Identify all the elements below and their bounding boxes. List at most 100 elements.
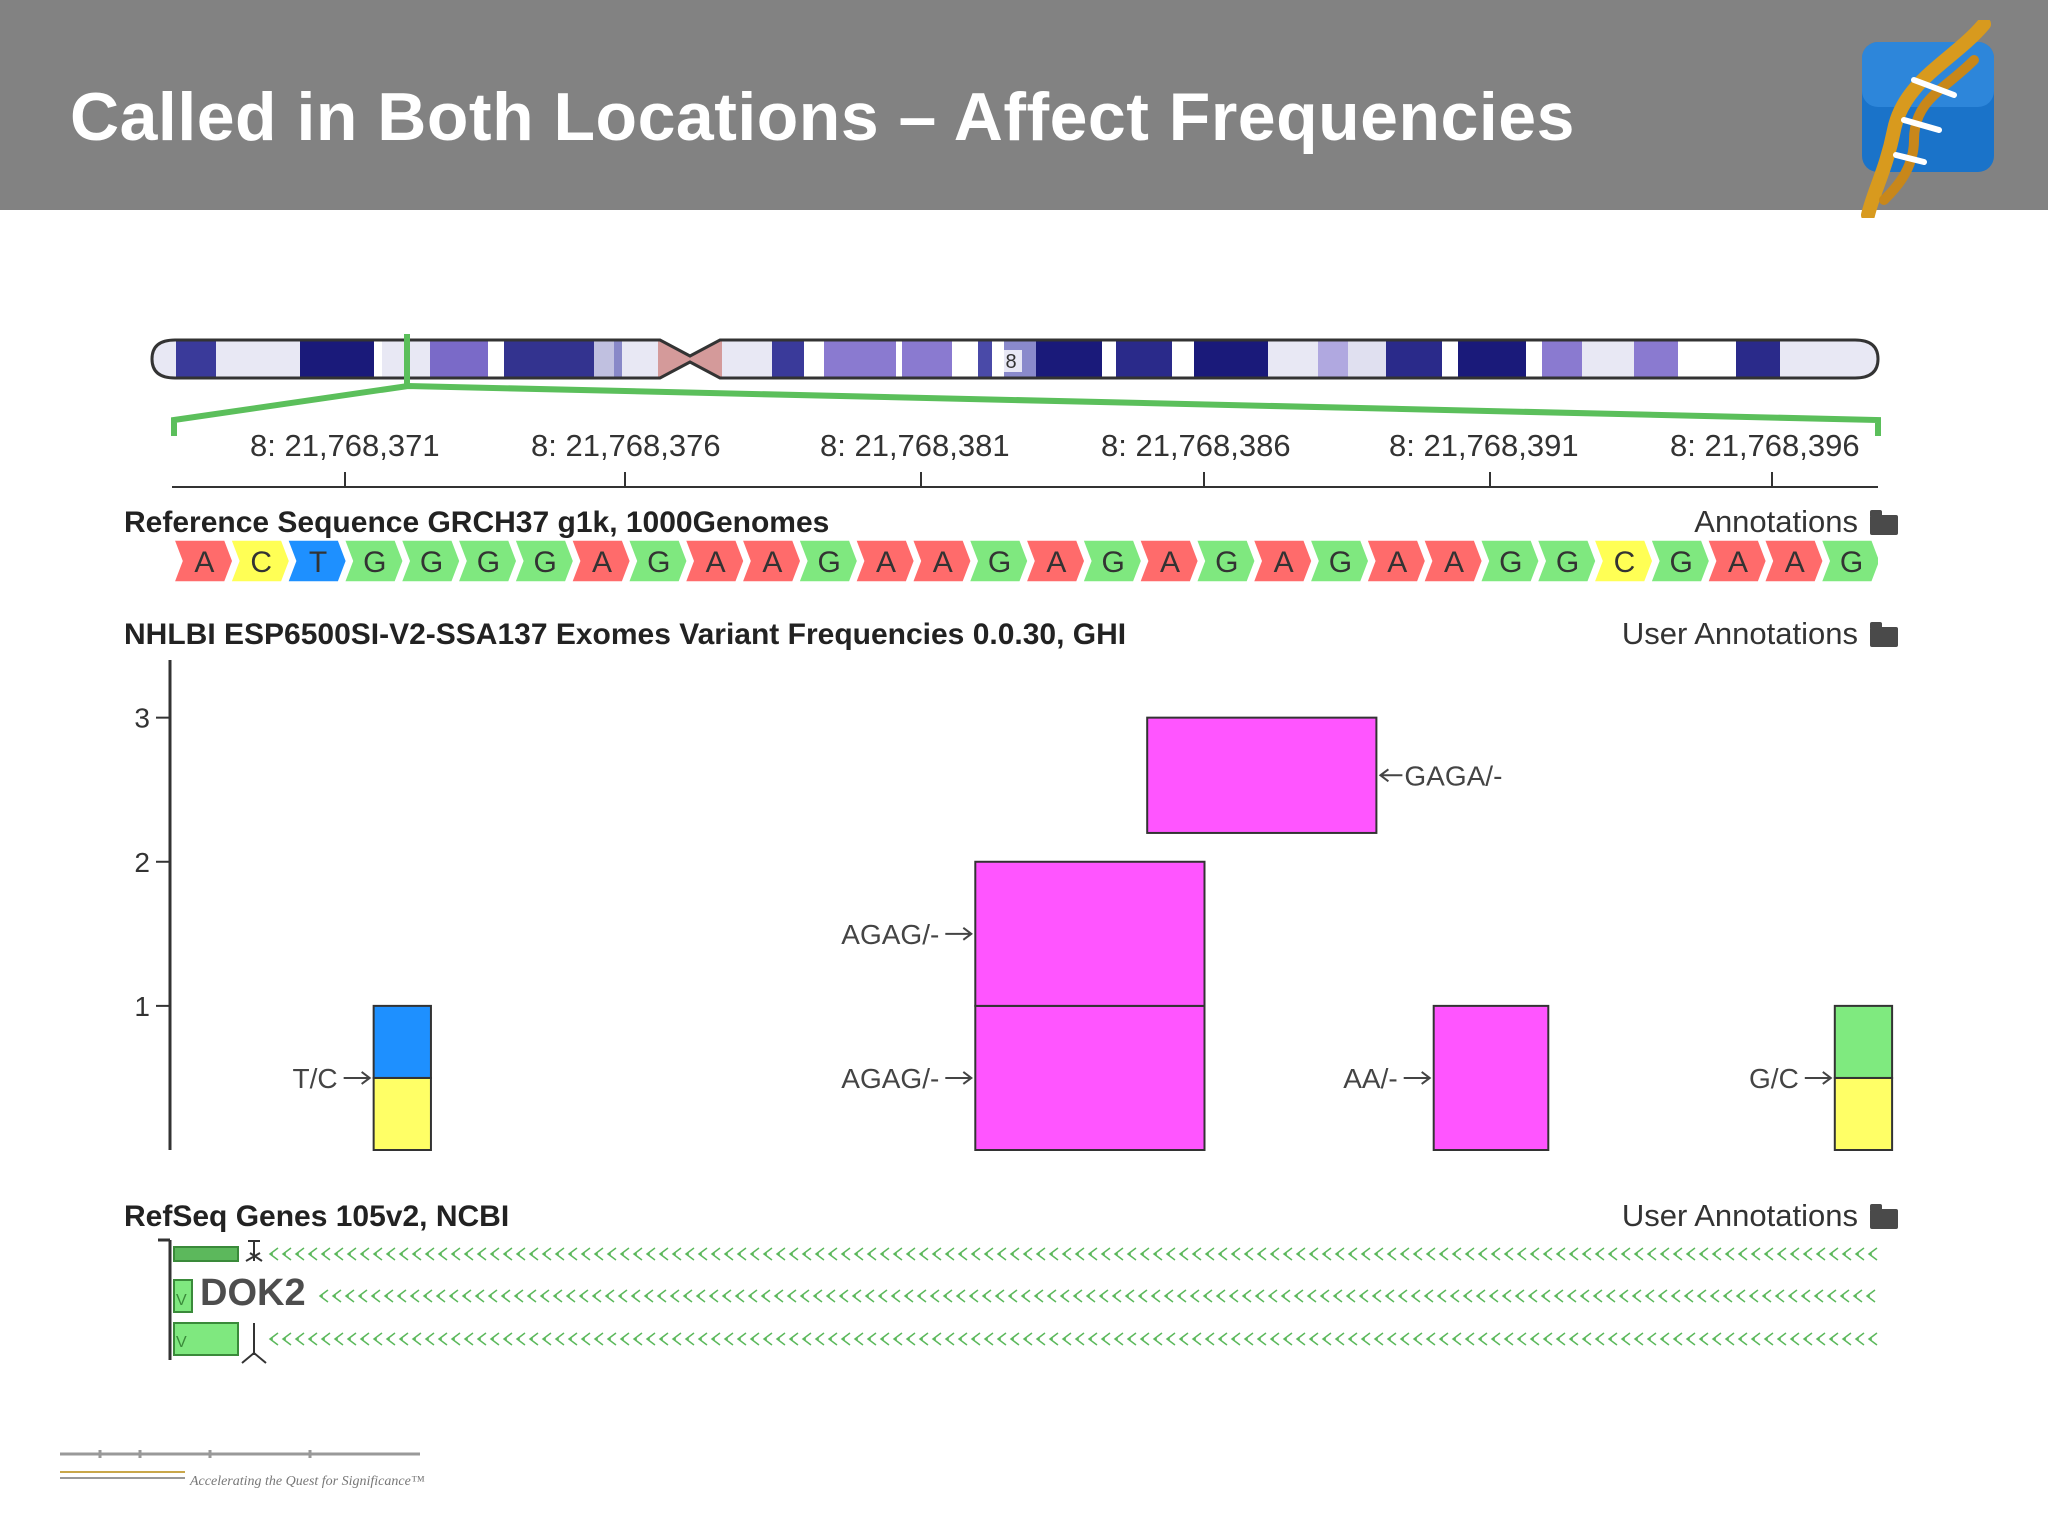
sequence-base[interactable]: A [911, 540, 973, 582]
sequence-base[interactable]: A [1365, 540, 1427, 582]
chromosome-label: 8 [1005, 351, 1016, 373]
sequence-base[interactable]: G [1195, 540, 1257, 582]
base-a-cell[interactable] [1422, 540, 1484, 582]
reference-annotations-button[interactable]: Annotations [1694, 504, 1898, 540]
sequence-base[interactable]: G [400, 540, 461, 582]
gene-exon[interactable] [173, 1246, 239, 1262]
base-g-cell[interactable] [1081, 540, 1143, 582]
strand-mark: V [176, 1334, 187, 1351]
variant-box[interactable] [1432, 1004, 1550, 1151]
sequence-base[interactable]: A [1138, 540, 1200, 582]
base-g-cell[interactable] [968, 540, 1029, 582]
sequence-base[interactable]: G [513, 540, 575, 582]
sequence-base[interactable]: G [1649, 540, 1711, 582]
base-a-cell[interactable] [570, 540, 632, 582]
sequence-base[interactable]: A [684, 540, 745, 582]
sequence-base[interactable]: A [1025, 540, 1086, 582]
allele-segment[interactable] [1833, 1004, 1894, 1079]
base-c-cell[interactable] [1593, 540, 1654, 582]
base-letter: C [250, 546, 272, 579]
base-c-cell[interactable] [229, 540, 291, 582]
intron-lines [268, 1247, 1878, 1346]
sequence-base[interactable]: A [570, 540, 632, 582]
strand-chevrons [268, 1332, 1878, 1346]
base-g-cell[interactable] [457, 540, 518, 582]
base-g-cell[interactable] [513, 540, 575, 582]
allele-segment[interactable] [1833, 1076, 1894, 1151]
base-a-cell[interactable] [741, 540, 802, 582]
variant-box[interactable] [974, 1004, 1206, 1151]
sequence-base[interactable]: A [1763, 540, 1825, 582]
base-g-cell[interactable] [400, 540, 461, 582]
base-a-cell[interactable] [1365, 540, 1427, 582]
base-a-cell[interactable] [174, 540, 234, 582]
genes-annotations-button[interactable]: User Annotations [1622, 1198, 1898, 1234]
variant-annotations-button[interactable]: User Annotations [1622, 616, 1898, 652]
sequence-base[interactable]: A [1252, 540, 1313, 582]
base-g-cell[interactable] [1309, 540, 1370, 582]
sequence-base[interactable]: A [1706, 540, 1768, 582]
arrow-right-icon [1804, 1071, 1833, 1085]
sequence-base[interactable]: G [1479, 540, 1541, 582]
base-a-cell[interactable] [1763, 540, 1825, 582]
base-g-cell[interactable] [1479, 540, 1541, 582]
sequence-base[interactable]: C [1593, 540, 1654, 582]
sequence-base[interactable]: A [1422, 540, 1484, 582]
base-g-cell[interactable] [1195, 540, 1257, 582]
allele-segment[interactable] [372, 1076, 432, 1151]
ruler-position-label: 8: 21,768,376 [531, 428, 721, 463]
base-letter: A [933, 546, 953, 579]
gene-exon[interactable] [173, 1322, 239, 1356]
sequence-base[interactable]: A [174, 540, 234, 582]
variant-bar[interactable]: AGAG/- [841, 1004, 1206, 1151]
chromosome-ideogram[interactable]: 8 [150, 334, 1880, 384]
sequence-base[interactable]: G [1081, 540, 1143, 582]
sequence-base[interactable]: G [1536, 540, 1597, 582]
ideogram-position-marker[interactable] [404, 334, 410, 384]
folder-icon [1870, 622, 1898, 647]
sequence-base[interactable]: A [854, 540, 916, 582]
base-a-cell[interactable] [1025, 540, 1086, 582]
gene-name-label[interactable]: DOK2 [200, 1272, 306, 1314]
variant-bar[interactable]: AGAG/- [841, 860, 1206, 1007]
base-g-cell[interactable] [343, 540, 405, 582]
base-letter: A [194, 546, 214, 579]
variant-bar[interactable]: G/C [1749, 1004, 1894, 1151]
base-a-cell[interactable] [1706, 540, 1768, 582]
variant-bar[interactable]: AA/- [1343, 1004, 1550, 1151]
sequence-base[interactable]: G [797, 540, 859, 582]
variant-box[interactable] [974, 860, 1206, 1007]
variant-label: AGAG/- [841, 919, 939, 950]
sequence-base[interactable]: C [229, 540, 291, 582]
base-a-cell[interactable] [854, 540, 916, 582]
sequence-base[interactable]: G [1309, 540, 1370, 582]
base-g-cell[interactable] [1536, 540, 1597, 582]
cds-end-marker [241, 1323, 267, 1364]
base-g-cell[interactable] [627, 540, 689, 582]
base-g-cell[interactable] [1649, 540, 1711, 582]
gene-track[interactable]: V V [150, 1225, 1890, 1365]
base-a-cell[interactable] [1138, 540, 1200, 582]
sequence-base[interactable]: G [457, 540, 518, 582]
variant-bar[interactable]: T/C [293, 1004, 432, 1151]
sequence-base[interactable]: G [968, 540, 1029, 582]
sequence-base[interactable]: G [343, 540, 405, 582]
base-t-cell[interactable] [286, 540, 348, 582]
sequence-base[interactable]: T [286, 540, 348, 582]
ruler-tick [1771, 472, 1773, 488]
base-a-cell[interactable] [1252, 540, 1313, 582]
base-a-cell[interactable] [911, 540, 973, 582]
variant-box[interactable] [1146, 716, 1378, 834]
sequence-base[interactable]: G [627, 540, 689, 582]
allele-segment[interactable] [372, 1004, 432, 1079]
sequence-base[interactable]: G [1820, 540, 1878, 582]
gene-exon[interactable] [173, 1279, 193, 1313]
base-g-cell[interactable] [797, 540, 859, 582]
variant-bar[interactable]: GAGA/- [1146, 716, 1502, 834]
ruler-tick [1203, 472, 1205, 488]
sequence-base[interactable]: A [741, 540, 802, 582]
base-a-cell[interactable] [684, 540, 745, 582]
footer-tagline: Accelerating the Quest for Significance™ [190, 1474, 425, 1489]
base-g-cell[interactable] [1820, 540, 1878, 582]
